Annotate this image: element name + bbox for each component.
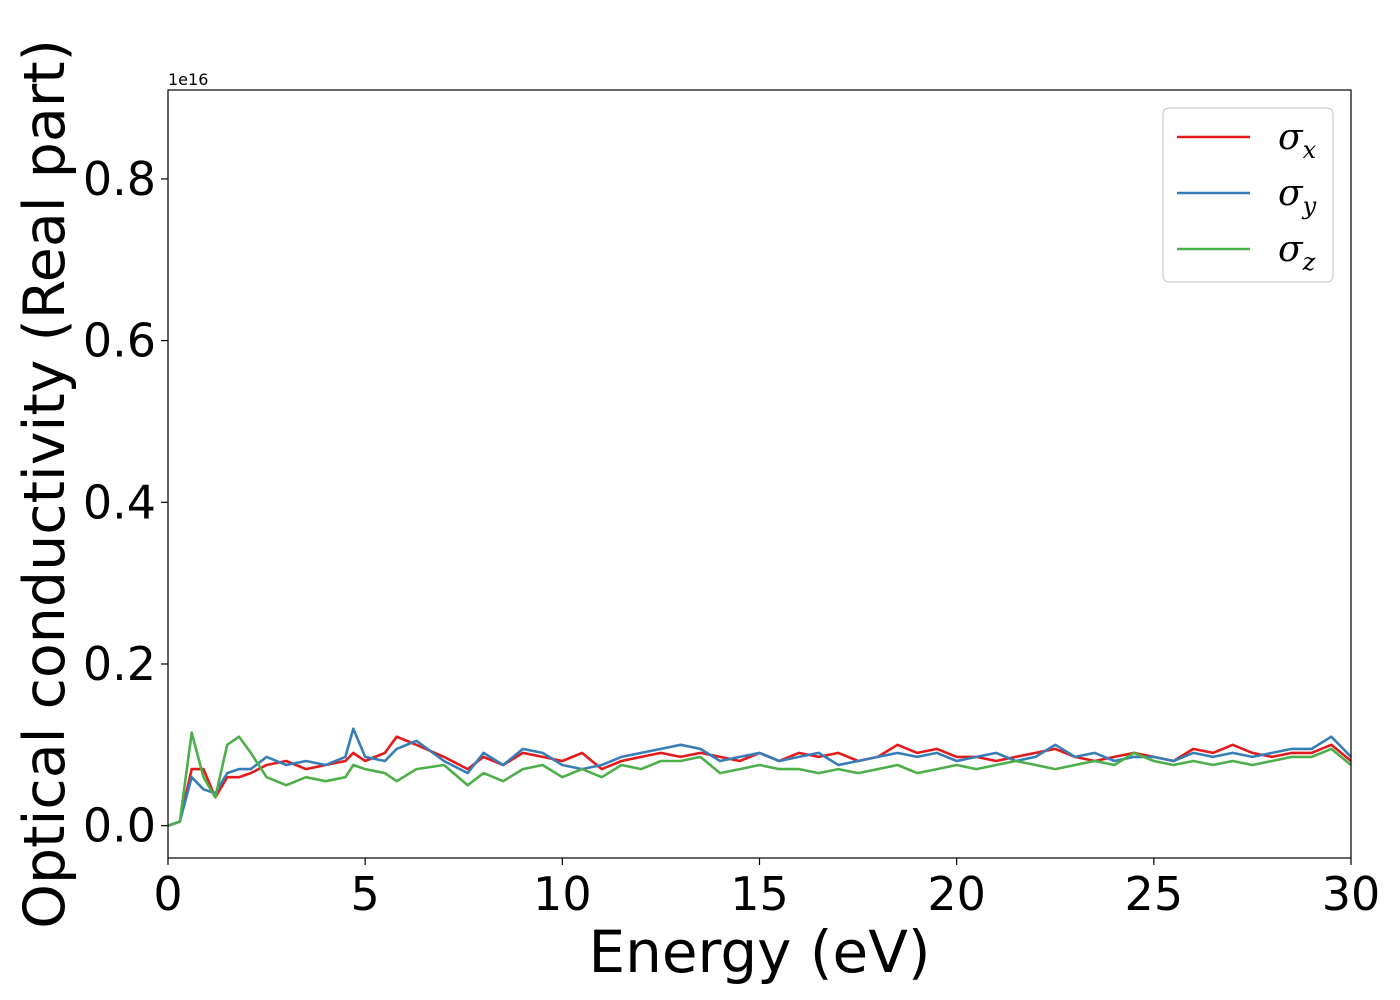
y-tick-label: 0.4 bbox=[83, 475, 156, 529]
series-layer bbox=[167, 727, 1352, 827]
y-axis-title: Optical conductivity (Real part) bbox=[12, 39, 78, 929]
x-tick-label: 15 bbox=[730, 867, 789, 921]
y-tick-label: 0.6 bbox=[83, 314, 156, 368]
x-tick-label: 25 bbox=[1125, 867, 1184, 921]
x-tick-label: 10 bbox=[533, 867, 592, 921]
legend-label-y: σy bbox=[1278, 173, 1317, 220]
x-axis: 0 5 10 15 20 25 30 bbox=[153, 858, 1380, 921]
legend: σx σy σz bbox=[1162, 107, 1334, 283]
legend-label-z: σz bbox=[1278, 229, 1316, 276]
y-axis: 0.0 0.2 0.4 0.6 0.8 bbox=[83, 152, 168, 853]
x-tick-label: 0 bbox=[153, 867, 182, 921]
x-axis-title: Energy (eV) bbox=[588, 918, 930, 986]
y-offset-label: 1e16 bbox=[168, 70, 208, 89]
y-tick-label: 0.0 bbox=[83, 799, 156, 853]
x-tick-label: 20 bbox=[927, 867, 986, 921]
x-tick-label: 30 bbox=[1322, 867, 1381, 921]
y-tick-label: 0.2 bbox=[83, 637, 156, 691]
y-tick-label: 0.8 bbox=[83, 152, 156, 206]
legend-box bbox=[1162, 107, 1334, 283]
series-line-z bbox=[167, 731, 1352, 827]
legend-label-x: σx bbox=[1278, 117, 1317, 164]
x-tick-label: 5 bbox=[351, 867, 380, 921]
